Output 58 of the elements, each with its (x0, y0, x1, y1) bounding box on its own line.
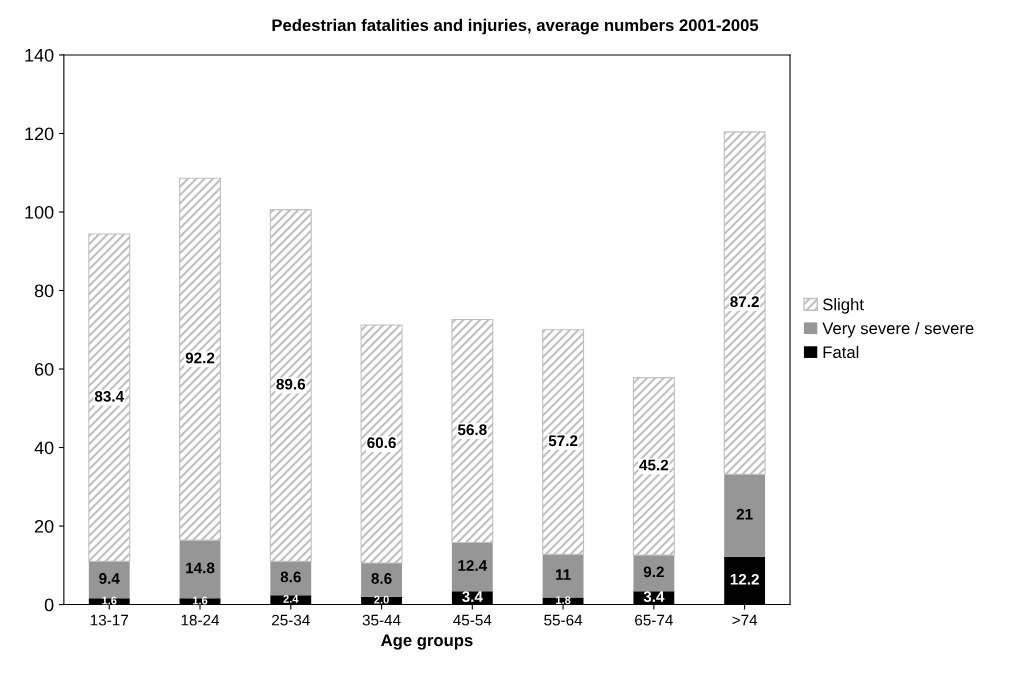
data-label: 9.2 (643, 566, 664, 578)
bar (723, 131, 766, 475)
bar (633, 555, 675, 592)
data-label: 60.6 (367, 437, 396, 449)
y-tick-label: 120 (25, 127, 54, 141)
x-tick-label: 18-24 (181, 614, 220, 626)
data-label: 2.4 (283, 594, 299, 603)
x-tick-label: >74 (732, 614, 758, 626)
bar (179, 177, 221, 541)
bar (451, 542, 493, 592)
bar (632, 377, 675, 556)
y-tick-label: 60 (34, 362, 54, 376)
data-label: 3.4 (643, 591, 665, 603)
bar (542, 329, 585, 555)
data-label: 9.4 (99, 573, 120, 584)
data-label: 11 (555, 569, 571, 580)
data-label: 8.6 (280, 571, 301, 583)
bar (542, 554, 584, 598)
bar (451, 318, 494, 544)
data-label: 12.4 (458, 560, 488, 571)
chart-title: Pedestrian fatalities and injuries, average numbers 2001-2005 (272, 18, 759, 35)
y-tick-label: 40 (34, 441, 54, 455)
data-label: 92.2 (185, 352, 215, 364)
x-tick-label: 35-44 (362, 614, 401, 626)
y-tick-label: 80 (34, 284, 54, 298)
data-label: 1.6 (102, 596, 117, 605)
data-label: 87.2 (730, 296, 759, 308)
y-tick-label: 0 (44, 598, 54, 612)
y-tick-label: 140 (25, 48, 54, 62)
data-label: 1.6 (192, 596, 208, 605)
x-axis-title: Age groups (381, 634, 473, 650)
data-label: 1.8 (556, 596, 571, 605)
bar (724, 474, 766, 557)
x-tick-label: 65-74 (635, 614, 673, 626)
data-label: 12.2 (730, 573, 759, 585)
bar (88, 233, 131, 562)
data-label: 2.0 (374, 595, 389, 604)
y-tick-label: 100 (25, 205, 54, 219)
data-label: 21 (736, 508, 753, 520)
bar (269, 209, 312, 562)
y-tick-label: 20 (34, 519, 54, 533)
x-tick-label: 55-64 (544, 614, 583, 626)
x-tick-label: 25-34 (272, 614, 310, 626)
data-label: 56.8 (457, 424, 487, 436)
x-tick-label: 13-17 (90, 614, 129, 626)
bar (270, 561, 312, 596)
data-label: 45.2 (639, 459, 669, 471)
data-label: 14.8 (186, 562, 215, 574)
legend-label: Slight (823, 298, 864, 314)
x-tick-label: 45-54 (453, 614, 492, 626)
data-label: 83.4 (94, 390, 125, 402)
bar (360, 324, 403, 564)
data-label: 8.6 (371, 573, 392, 584)
data-label: 3.4 (462, 591, 483, 603)
legend-label: Very severe / severe (822, 321, 974, 338)
data-label: 57.2 (548, 435, 578, 447)
data-label: 89.6 (276, 378, 306, 390)
legend-label: Fatal (823, 345, 859, 359)
